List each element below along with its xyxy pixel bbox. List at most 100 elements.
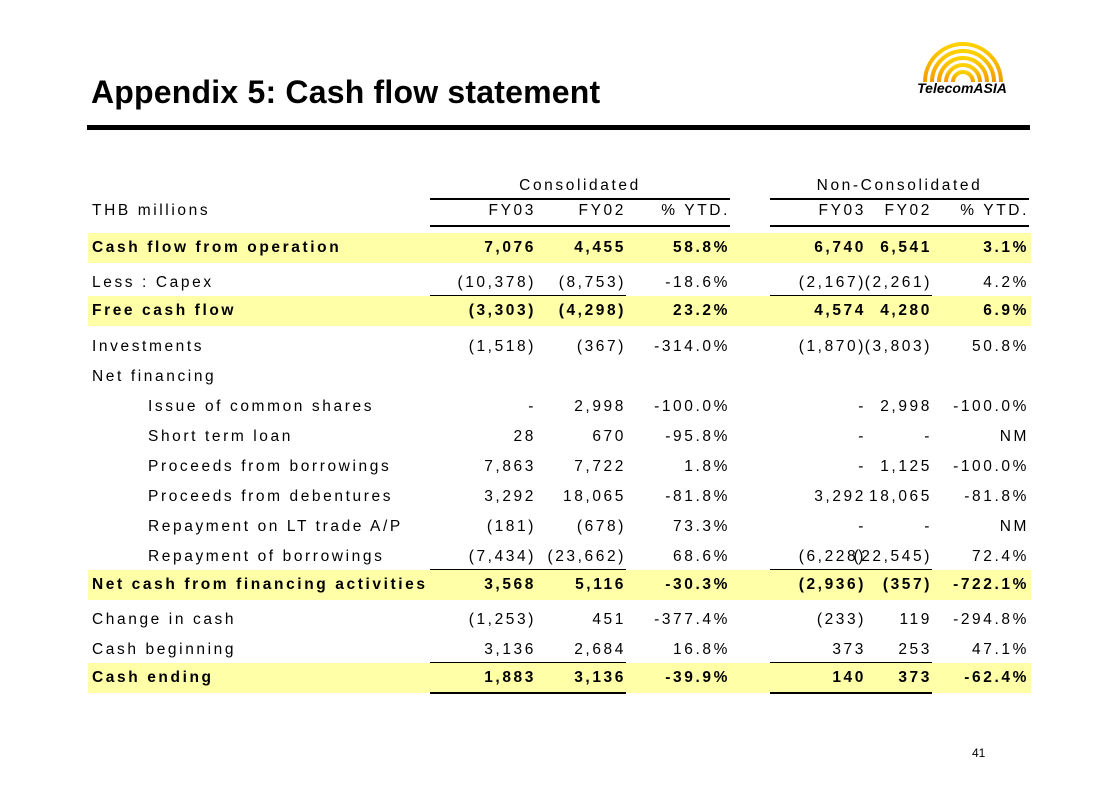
cell-value: 3,292	[814, 488, 866, 505]
subtotal-rule-non-consolidated	[770, 662, 932, 664]
cell-value: 119	[899, 611, 932, 628]
cell-value: 7,863	[484, 458, 536, 475]
table-row: Issue of common shares - 2,998 -100.0% -…	[88, 394, 1031, 420]
cell-value: -	[924, 428, 932, 445]
cell-value: 2,998	[880, 398, 932, 415]
cell-value: 3,136	[484, 641, 536, 658]
cell-value: (7,434)	[468, 548, 536, 565]
cell-value: 47.1%	[972, 641, 1029, 658]
cell-value: 2,684	[574, 641, 626, 658]
column-header-ytd-consolidated: % YTD.	[661, 202, 730, 219]
table-row: Net financing	[88, 364, 1031, 390]
column-header-unit: THB millions	[92, 202, 211, 219]
total-rule-non-consolidated	[770, 692, 932, 694]
cell-value: (4,298)	[558, 302, 626, 319]
cell-value: 28	[513, 428, 536, 445]
cell-value: 6.9%	[983, 302, 1029, 319]
cell-value: (678)	[576, 518, 626, 535]
cell-value: -30.3%	[665, 576, 730, 593]
cell-value: (1,253)	[468, 611, 536, 628]
cell-value: 6,541	[880, 239, 932, 256]
cell-value: (2,167)	[798, 274, 866, 291]
cell-value: (3,803)	[864, 338, 932, 355]
cell-value: 1,125	[880, 458, 932, 475]
cell-value: -81.8%	[665, 488, 730, 505]
row-label: Issue of common shares	[148, 398, 375, 415]
cell-value: -100.0%	[953, 458, 1029, 475]
group-underline-non-consolidated	[770, 198, 1029, 200]
cell-value: 68.6%	[673, 548, 730, 565]
cell-value: 3,292	[484, 488, 536, 505]
cell-value: (181)	[486, 518, 536, 535]
row-label: Repayment of borrowings	[148, 548, 385, 565]
row-label: Less : Capex	[92, 274, 214, 291]
table-row: Short term loan 28 670 -95.8% - - NM	[88, 424, 1031, 450]
cell-value: 50.8%	[972, 338, 1029, 355]
row-label: Investments	[92, 338, 205, 355]
table-row: Free cash flow (3,303) (4,298) 23.2% 4,5…	[88, 296, 1031, 326]
table-row: Proceeds from debentures 3,292 18,065 -8…	[88, 484, 1031, 510]
row-label: Cash beginning	[92, 641, 237, 658]
subtotal-rule-non-consolidated	[770, 569, 932, 571]
table-row: Repayment on LT trade A/P (181) (678) 73…	[88, 514, 1031, 540]
cell-value: 4,574	[814, 302, 866, 319]
cell-value: (367)	[576, 338, 626, 355]
row-label: Net financing	[92, 368, 217, 385]
cell-value: -722.1%	[953, 576, 1029, 593]
cell-value: 7,076	[484, 239, 536, 256]
total-rule-consolidated	[430, 692, 626, 694]
cell-value: -	[924, 518, 932, 535]
cell-value: 4,280	[880, 302, 932, 319]
cell-value: (1,518)	[468, 338, 536, 355]
group-header-consolidated: Consolidated	[519, 177, 641, 194]
cell-value: (8,753)	[558, 274, 626, 291]
cell-value: 7,722	[574, 458, 626, 475]
cell-value: 18,065	[868, 488, 932, 505]
column-header-fy03-consolidated: FY03	[488, 202, 536, 219]
cell-value: -100.0%	[953, 398, 1029, 415]
cell-value: -294.8%	[953, 611, 1029, 628]
cell-value: (2,261)	[864, 274, 932, 291]
row-label: Cash flow from operation	[92, 239, 342, 256]
row-label: Short term loan	[148, 428, 293, 445]
cell-value: 1,883	[484, 669, 536, 686]
column-header-fy03-non-consolidated: FY03	[818, 202, 866, 219]
table-row: Cash ending 1,883 3,136 -39.9% 140 373 -…	[88, 663, 1031, 693]
cell-value: NM	[999, 428, 1029, 445]
cell-value: -	[858, 398, 866, 415]
cell-value: NM	[999, 518, 1029, 535]
table-row: Net cash from financing activities 3,568…	[88, 570, 1031, 600]
table-row: Cash beginning 3,136 2,684 16.8% 373 253…	[88, 637, 1031, 663]
cell-value: 2,998	[574, 398, 626, 415]
row-label: Free cash flow	[92, 302, 237, 319]
table-row: Cash flow from operation 7,076 4,455 58.…	[88, 233, 1031, 263]
cell-value: (1,870)	[798, 338, 866, 355]
column-header-row: THB millions FY03 FY02 % YTD. FY03 FY02 …	[88, 198, 1031, 224]
column-header-fy02-non-consolidated: FY02	[884, 202, 932, 219]
column-header-ytd-non-consolidated: % YTD.	[960, 202, 1029, 219]
row-label: Cash ending	[92, 669, 214, 686]
cell-value: 58.8%	[673, 239, 730, 256]
cell-value: 6,740	[814, 239, 866, 256]
subtotal-rule-non-consolidated	[770, 295, 932, 297]
cell-value: 18,065	[562, 488, 626, 505]
cell-value: 3.1%	[983, 239, 1029, 256]
title-divider	[87, 125, 1030, 130]
group-underline-consolidated	[430, 198, 730, 200]
cell-value: -	[858, 518, 866, 535]
cell-value: (3,303)	[468, 302, 536, 319]
cell-value: (6,228)	[798, 548, 866, 565]
logo-wordmark: TelecomASIA	[917, 80, 1007, 96]
cell-value: 140	[832, 669, 866, 686]
cell-value: (357)	[882, 576, 932, 593]
page-number: 41	[972, 746, 986, 760]
cell-value: -95.8%	[665, 428, 730, 445]
cell-value: 670	[592, 428, 626, 445]
table-row: Change in cash (1,253) 451 -377.4% (233)…	[88, 607, 1031, 633]
row-label: Repayment on LT trade A/P	[148, 518, 403, 535]
row-label: Proceeds from debentures	[148, 488, 394, 505]
cell-value: -	[858, 428, 866, 445]
table-row: Repayment of borrowings (7,434) (23,662)…	[88, 544, 1031, 570]
cell-value: (23,662)	[547, 548, 626, 565]
table-row: Proceeds from borrowings 7,863 7,722 1.8…	[88, 454, 1031, 480]
